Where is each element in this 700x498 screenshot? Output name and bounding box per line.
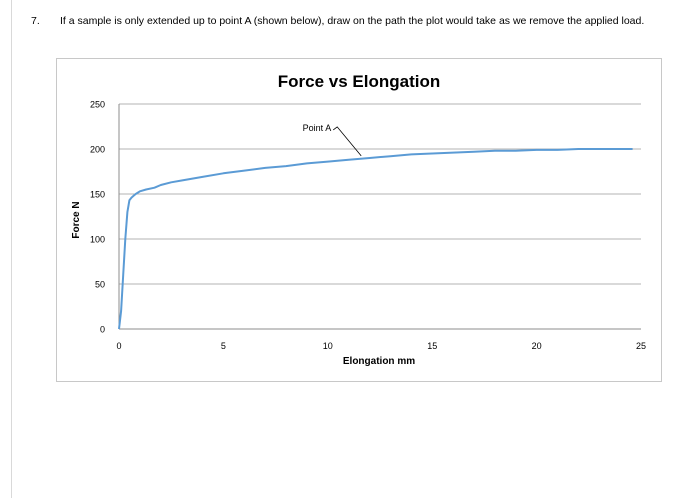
tick-labels: 0 50 100 150 200 250 0 5 10 15 20 25 bbox=[90, 100, 646, 352]
chart-frame: 0 50 100 150 200 250 0 5 10 15 20 25 Point A Force … bbox=[56, 58, 662, 382]
x-tick-label: 10 bbox=[323, 341, 333, 351]
y-tick-label: 50 bbox=[95, 280, 105, 290]
question-block: 7. If a sample is only extended up to po… bbox=[31, 14, 675, 28]
x-tick-label: 15 bbox=[427, 341, 437, 351]
y-tick-label: 150 bbox=[90, 190, 105, 200]
axes bbox=[118, 104, 641, 330]
x-tick-label: 20 bbox=[532, 341, 542, 351]
y-tick-label: 200 bbox=[90, 145, 105, 155]
y-tick-label: 250 bbox=[90, 100, 105, 110]
annotations: Point A bbox=[303, 123, 362, 157]
question-number: 7. bbox=[31, 15, 40, 27]
x-axis-label: Elongation mm bbox=[343, 356, 415, 367]
x-tick-label: 0 bbox=[116, 341, 121, 351]
y-axis-label: Force N bbox=[71, 201, 82, 238]
x-tick-label: 25 bbox=[636, 341, 646, 351]
question-text: If a sample is only extended up to point… bbox=[60, 15, 645, 27]
grid-lines bbox=[119, 103, 641, 285]
point-a-label: Point A bbox=[303, 123, 332, 133]
chart-title: Force vs Elongation bbox=[278, 72, 440, 91]
series-line-0 bbox=[118, 148, 633, 330]
y-tick-label: 0 bbox=[100, 325, 105, 335]
series-layer bbox=[118, 148, 633, 330]
force-elongation-chart: 0 50 100 150 200 250 0 5 10 15 20 25 Point A Force … bbox=[71, 72, 646, 367]
page-margin-line bbox=[11, 0, 12, 498]
annotation-leader-line bbox=[332, 126, 362, 157]
y-tick-label: 100 bbox=[90, 235, 105, 245]
x-tick-label: 5 bbox=[221, 341, 226, 351]
